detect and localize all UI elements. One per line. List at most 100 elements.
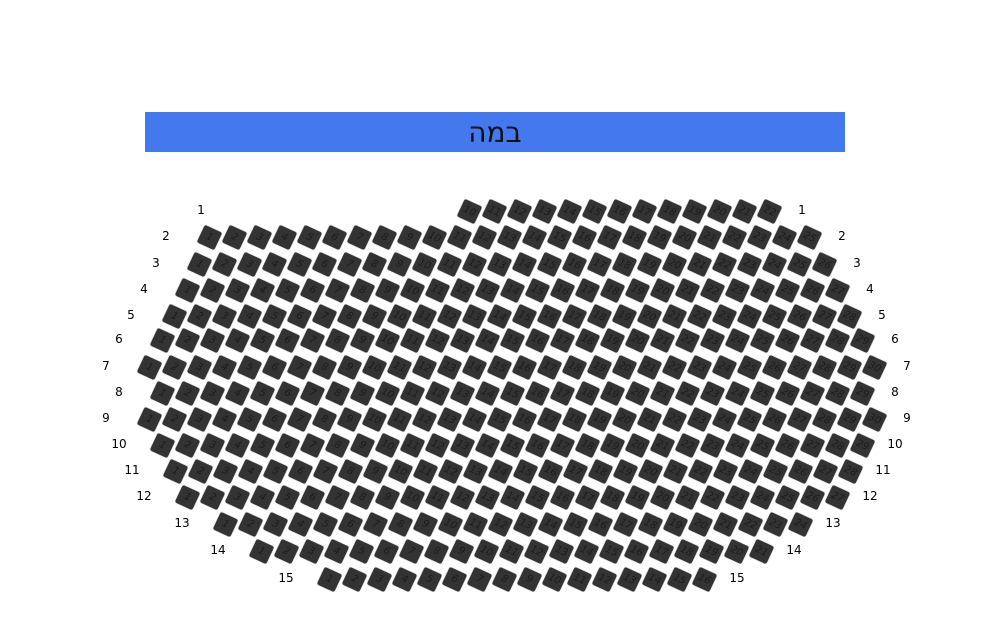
seat-row-14-11[interactable]: 11 bbox=[498, 538, 525, 565]
seat-row-12-5[interactable]: 5 bbox=[274, 484, 301, 511]
seat-row-4-14[interactable]: 14 bbox=[499, 277, 526, 304]
seat-row-12-13[interactable]: 13 bbox=[474, 484, 501, 511]
seat-row-2-16[interactable]: 16 bbox=[571, 224, 598, 251]
seat-row-12-1[interactable]: 1 bbox=[174, 484, 201, 511]
seat-row-7-28[interactable]: 28 bbox=[811, 354, 838, 381]
seat-row-12-7[interactable]: 7 bbox=[324, 484, 351, 511]
seat-row-4-25[interactable]: 25 bbox=[774, 277, 801, 304]
seat-row-6-1[interactable]: 1 bbox=[149, 327, 176, 354]
seat-row-14-13[interactable]: 13 bbox=[548, 538, 575, 565]
seat-row-9-20[interactable]: 20 bbox=[611, 406, 638, 433]
seat-row-4-20[interactable]: 20 bbox=[649, 277, 676, 304]
seat-row-11-6[interactable]: 6 bbox=[287, 458, 314, 485]
seat-row-4-13[interactable]: 13 bbox=[474, 277, 501, 304]
seat-row-2-11[interactable]: 11 bbox=[446, 224, 473, 251]
seat-row-4-26[interactable]: 26 bbox=[799, 277, 826, 304]
seat-row-14-4[interactable]: 4 bbox=[323, 538, 350, 565]
seat-row-11-4[interactable]: 4 bbox=[237, 458, 264, 485]
seat-row-9-4[interactable]: 4 bbox=[211, 406, 238, 433]
seat-row-10-19[interactable]: 19 bbox=[599, 432, 626, 459]
seat-row-4-1[interactable]: 1 bbox=[174, 277, 201, 304]
seat-row-15-14[interactable]: 14 bbox=[641, 566, 668, 593]
seat-row-11-1[interactable]: 1 bbox=[162, 458, 189, 485]
seat-row-8-4[interactable]: 4 bbox=[224, 380, 251, 407]
seat-row-13-2[interactable]: 2 bbox=[237, 511, 264, 538]
seat-row-8-20[interactable]: 20 bbox=[624, 380, 651, 407]
seat-row-10-17[interactable]: 17 bbox=[549, 432, 576, 459]
seat-row-9-1[interactable]: 1 bbox=[136, 406, 163, 433]
seat-row-6-16[interactable]: 16 bbox=[524, 327, 551, 354]
seat-row-15-11[interactable]: 11 bbox=[566, 566, 593, 593]
seat-row-3-19[interactable]: 19 bbox=[636, 251, 663, 278]
seat-row-5-17[interactable]: 17 bbox=[561, 303, 588, 330]
seat-row-9-15[interactable]: 15 bbox=[486, 406, 513, 433]
seat-row-10-11[interactable]: 11 bbox=[399, 432, 426, 459]
seat-row-2-21[interactable]: 21 bbox=[696, 224, 723, 251]
seat-row-11-15[interactable]: 15 bbox=[512, 458, 539, 485]
seat-row-15-12[interactable]: 12 bbox=[591, 566, 618, 593]
seat-row-10-29[interactable]: 29 bbox=[849, 432, 876, 459]
seat-row-3-7[interactable]: 7 bbox=[336, 251, 363, 278]
seat-row-12-6[interactable]: 6 bbox=[299, 484, 326, 511]
seat-row-10-3[interactable]: 3 bbox=[199, 432, 226, 459]
seat-row-11-25[interactable]: 25 bbox=[762, 458, 789, 485]
seat-row-9-25[interactable]: 25 bbox=[736, 406, 763, 433]
seat-row-14-3[interactable]: 3 bbox=[298, 538, 325, 565]
seat-row-7-3[interactable]: 3 bbox=[186, 354, 213, 381]
seat-row-7-27[interactable]: 27 bbox=[786, 354, 813, 381]
seat-row-8-16[interactable]: 16 bbox=[524, 380, 551, 407]
seat-row-2-10[interactable]: 10 bbox=[421, 224, 448, 251]
seat-row-14-16[interactable]: 16 bbox=[623, 538, 650, 565]
seat-row-6-13[interactable]: 13 bbox=[449, 327, 476, 354]
seat-row-15-4[interactable]: 4 bbox=[391, 566, 418, 593]
seat-row-5-4[interactable]: 4 bbox=[236, 303, 263, 330]
seat-row-9-5[interactable]: 5 bbox=[236, 406, 263, 433]
seat-row-5-23[interactable]: 23 bbox=[711, 303, 738, 330]
seat-row-14-17[interactable]: 17 bbox=[648, 538, 675, 565]
seat-row-11-24[interactable]: 24 bbox=[737, 458, 764, 485]
seat-row-9-2[interactable]: 2 bbox=[161, 406, 188, 433]
seat-row-12-23[interactable]: 23 bbox=[724, 484, 751, 511]
seat-row-9-16[interactable]: 16 bbox=[511, 406, 538, 433]
seat-row-6-25[interactable]: 25 bbox=[749, 327, 776, 354]
seat-row-13-19[interactable]: 19 bbox=[662, 511, 689, 538]
seat-row-4-3[interactable]: 3 bbox=[224, 277, 251, 304]
seat-row-12-4[interactable]: 4 bbox=[249, 484, 276, 511]
seat-row-6-18[interactable]: 18 bbox=[574, 327, 601, 354]
seat-row-4-23[interactable]: 23 bbox=[724, 277, 751, 304]
seat-row-3-16[interactable]: 16 bbox=[561, 251, 588, 278]
seat-row-1-11[interactable]: 11 bbox=[481, 198, 508, 225]
seat-row-10-6[interactable]: 6 bbox=[274, 432, 301, 459]
seat-row-3-25[interactable]: 25 bbox=[786, 251, 813, 278]
seat-row-7-16[interactable]: 16 bbox=[511, 354, 538, 381]
seat-row-9-14[interactable]: 14 bbox=[461, 406, 488, 433]
seat-row-9-18[interactable]: 18 bbox=[561, 406, 588, 433]
seat-row-15-15[interactable]: 15 bbox=[666, 566, 693, 593]
seat-row-13-15[interactable]: 15 bbox=[562, 511, 589, 538]
seat-row-5-10[interactable]: 10 bbox=[386, 303, 413, 330]
seat-row-13-18[interactable]: 18 bbox=[637, 511, 664, 538]
seat-row-2-6[interactable]: 6 bbox=[321, 224, 348, 251]
seat-row-5-12[interactable]: 12 bbox=[436, 303, 463, 330]
seat-row-2-18[interactable]: 18 bbox=[621, 224, 648, 251]
seat-row-2-23[interactable]: 23 bbox=[746, 224, 773, 251]
seat-row-8-25[interactable]: 25 bbox=[749, 380, 776, 407]
seat-row-9-8[interactable]: 8 bbox=[311, 406, 338, 433]
seat-row-8-17[interactable]: 17 bbox=[549, 380, 576, 407]
seat-row-3-5[interactable]: 5 bbox=[286, 251, 313, 278]
seat-row-6-21[interactable]: 21 bbox=[649, 327, 676, 354]
seat-row-3-6[interactable]: 6 bbox=[311, 251, 338, 278]
seat-row-7-24[interactable]: 24 bbox=[711, 354, 738, 381]
seat-row-9-6[interactable]: 6 bbox=[261, 406, 288, 433]
seat-row-9-19[interactable]: 19 bbox=[586, 406, 613, 433]
seat-row-9-30[interactable]: 30 bbox=[861, 406, 888, 433]
seat-row-6-9[interactable]: 9 bbox=[349, 327, 376, 354]
seat-row-3-14[interactable]: 14 bbox=[511, 251, 538, 278]
seat-row-12-12[interactable]: 12 bbox=[449, 484, 476, 511]
seat-row-3-21[interactable]: 21 bbox=[686, 251, 713, 278]
seat-row-10-24[interactable]: 24 bbox=[724, 432, 751, 459]
seat-row-5-2[interactable]: 2 bbox=[186, 303, 213, 330]
seat-row-5-25[interactable]: 25 bbox=[761, 303, 788, 330]
seat-row-10-10[interactable]: 10 bbox=[374, 432, 401, 459]
seat-row-7-30[interactable]: 30 bbox=[861, 354, 888, 381]
